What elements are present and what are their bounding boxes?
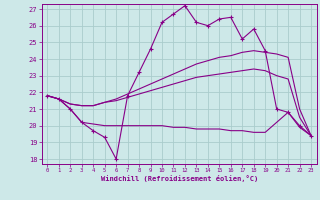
X-axis label: Windchill (Refroidissement éolien,°C): Windchill (Refroidissement éolien,°C)	[100, 175, 258, 182]
